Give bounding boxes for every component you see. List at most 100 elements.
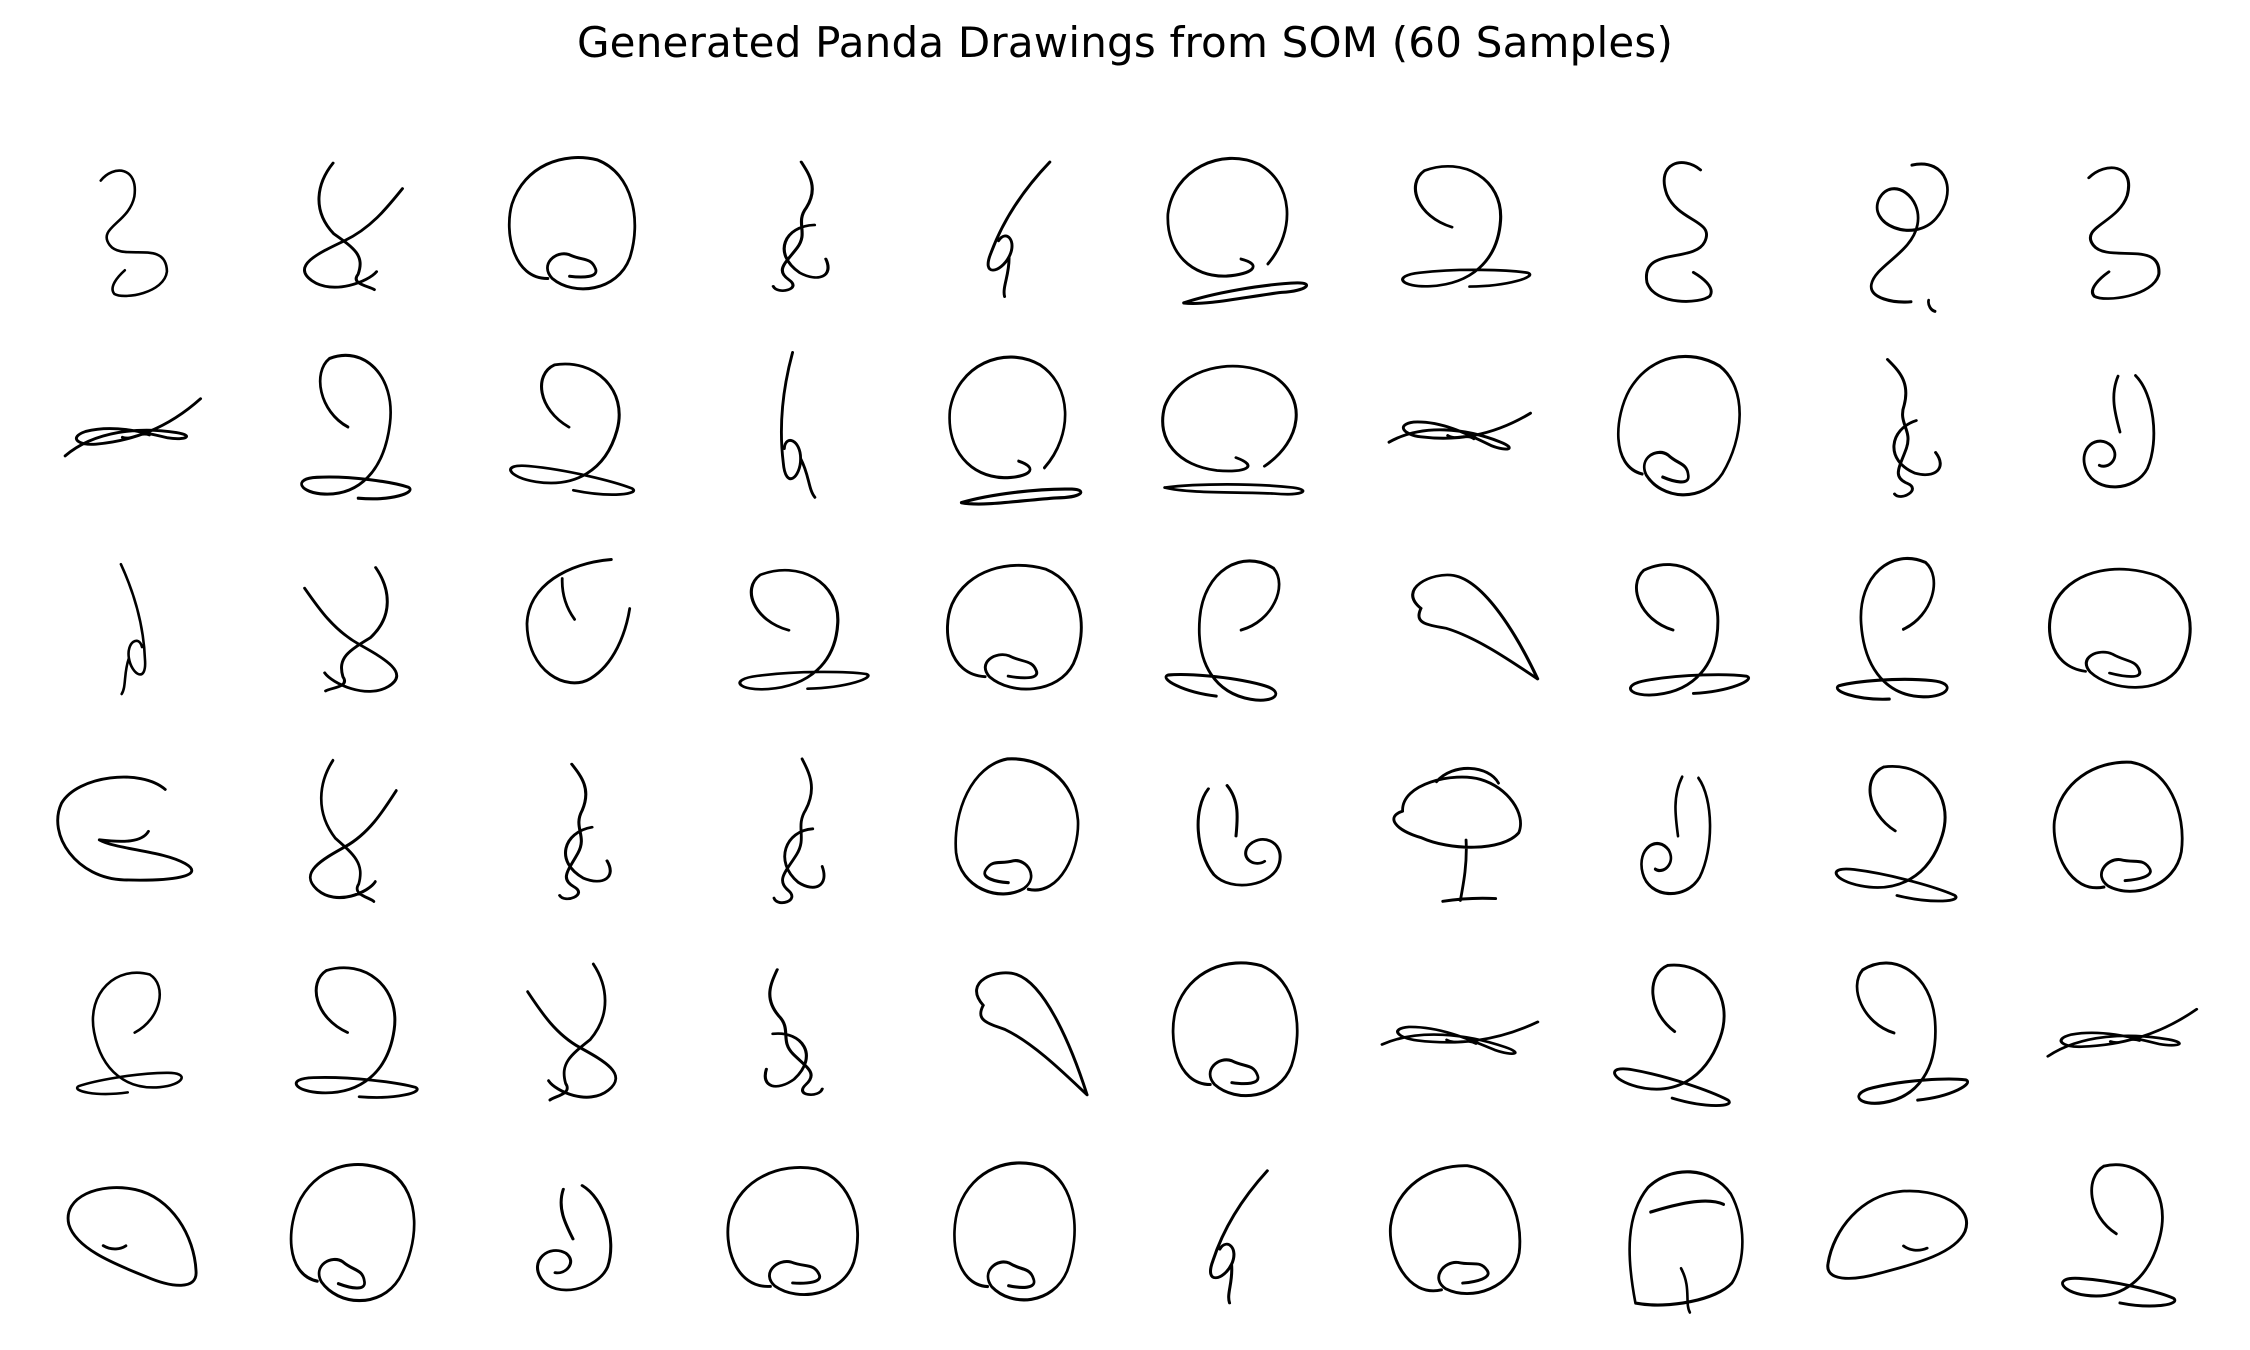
drawing-stroke <box>986 160 1051 298</box>
drawing-stroke <box>1400 164 1531 288</box>
panda-drawing <box>98 169 168 298</box>
panda-drawing <box>945 564 1083 691</box>
drawing-stroke <box>302 161 404 291</box>
drawing-cell <box>904 533 1125 735</box>
drawing-stroke <box>1627 1170 1744 1315</box>
drawing-stroke <box>1410 573 1539 681</box>
panda-drawing <box>1387 412 1532 452</box>
drawing-cell <box>20 533 241 735</box>
drawing-stroke <box>2052 760 2184 893</box>
panda-drawing <box>953 757 1079 896</box>
drawing-cell <box>904 332 1125 534</box>
drawing-cell <box>2009 937 2230 1139</box>
panda-drawing <box>1616 355 1741 497</box>
panda-drawing <box>1166 156 1308 305</box>
panda-drawing <box>1196 783 1282 887</box>
drawing-cell <box>1788 735 2009 937</box>
drawing-cell <box>20 937 241 1139</box>
panda-drawing <box>1834 764 1957 903</box>
drawing-cell <box>1567 735 1788 937</box>
panda-drawing <box>1208 1169 1269 1305</box>
panda-drawing <box>1627 1170 1744 1315</box>
drawing-stroke <box>1826 1189 1968 1280</box>
figure-title: Generated Panda Drawings from SOM (60 Sa… <box>576 18 1674 67</box>
drawing-cell <box>20 735 241 937</box>
panda-drawing <box>525 963 617 1102</box>
drawing-cell <box>904 130 1125 332</box>
panda-drawing <box>1869 162 1949 313</box>
drawing-stroke <box>1387 412 1532 452</box>
drawing-cell <box>241 332 462 534</box>
drawing-cell <box>241 1138 462 1340</box>
panda-drawing <box>1639 775 1711 895</box>
panda-drawing <box>772 757 825 904</box>
drawing-cell <box>462 1138 683 1340</box>
panda-drawing <box>308 758 398 903</box>
drawing-cell <box>1125 533 1346 735</box>
drawing-cell <box>241 130 462 332</box>
drawing-cell <box>1125 735 1346 937</box>
panda-drawing <box>1855 961 1969 1106</box>
drawing-stroke <box>507 155 636 291</box>
drawing-cell <box>2009 130 2230 332</box>
drawing-stroke <box>1644 161 1713 303</box>
panda-drawing <box>1388 1164 1521 1296</box>
drawing-stroke <box>1855 961 1969 1106</box>
panda-drawing <box>2060 1163 2176 1308</box>
drawing-cell <box>462 937 683 1139</box>
drawing-stroke <box>1834 764 1957 903</box>
drawing-cell <box>904 735 1125 937</box>
drawing-stroke <box>508 363 635 497</box>
drawing-stroke <box>1160 365 1304 496</box>
drawing-stroke <box>2047 568 2192 689</box>
drawing-stroke <box>55 775 193 882</box>
panda-drawing <box>1164 559 1280 702</box>
drawing-stroke <box>763 968 824 1097</box>
panda-drawing <box>55 775 193 882</box>
panda-drawing <box>525 558 631 685</box>
drawing-cell <box>462 130 683 332</box>
panda-drawing <box>1171 961 1298 1098</box>
drawing-stroke <box>771 160 829 292</box>
drawing-cell <box>683 332 904 534</box>
drawing-cell <box>2009 332 2230 534</box>
drawing-stroke <box>1171 961 1298 1098</box>
drawing-cell <box>1346 1138 1567 1340</box>
panda-drawing <box>299 354 411 501</box>
drawing-grid <box>20 130 2230 1340</box>
drawing-cell <box>1788 332 2009 534</box>
drawing-stroke <box>1196 783 1282 887</box>
drawing-cell <box>904 1138 1125 1340</box>
panda-drawing <box>1826 1189 1968 1280</box>
drawing-stroke <box>63 397 202 458</box>
drawing-cell <box>241 735 462 937</box>
drawing-cell <box>20 1138 241 1340</box>
panda-drawing <box>2045 1008 2198 1059</box>
drawing-cell <box>241 937 462 1139</box>
drawing-cell <box>2009 735 2230 937</box>
drawing-stroke <box>974 971 1089 1097</box>
panda-drawing <box>1400 164 1531 288</box>
drawing-cell <box>1788 937 2009 1139</box>
panda-drawing <box>294 966 419 1100</box>
drawing-stroke <box>1835 557 1948 701</box>
drawing-stroke <box>308 758 398 903</box>
drawing-stroke <box>66 1186 198 1287</box>
panda-drawing <box>1628 563 1750 697</box>
drawing-stroke <box>557 762 612 900</box>
panda-drawing <box>1612 964 1731 1108</box>
panda-drawing <box>952 1161 1076 1302</box>
drawing-stroke <box>98 169 168 298</box>
panda-drawing <box>302 161 404 291</box>
panda-drawing <box>1885 358 1942 499</box>
panda-drawing <box>1644 161 1713 303</box>
drawing-stroke <box>119 563 146 696</box>
drawing-cell <box>462 735 683 937</box>
panda-drawing <box>974 971 1089 1097</box>
panda-drawing <box>1392 766 1522 903</box>
panda-drawing <box>779 351 816 500</box>
panda-drawing <box>2086 166 2160 300</box>
drawing-cell <box>20 130 241 332</box>
panda-drawing <box>508 363 635 497</box>
drawing-stroke <box>945 564 1083 691</box>
